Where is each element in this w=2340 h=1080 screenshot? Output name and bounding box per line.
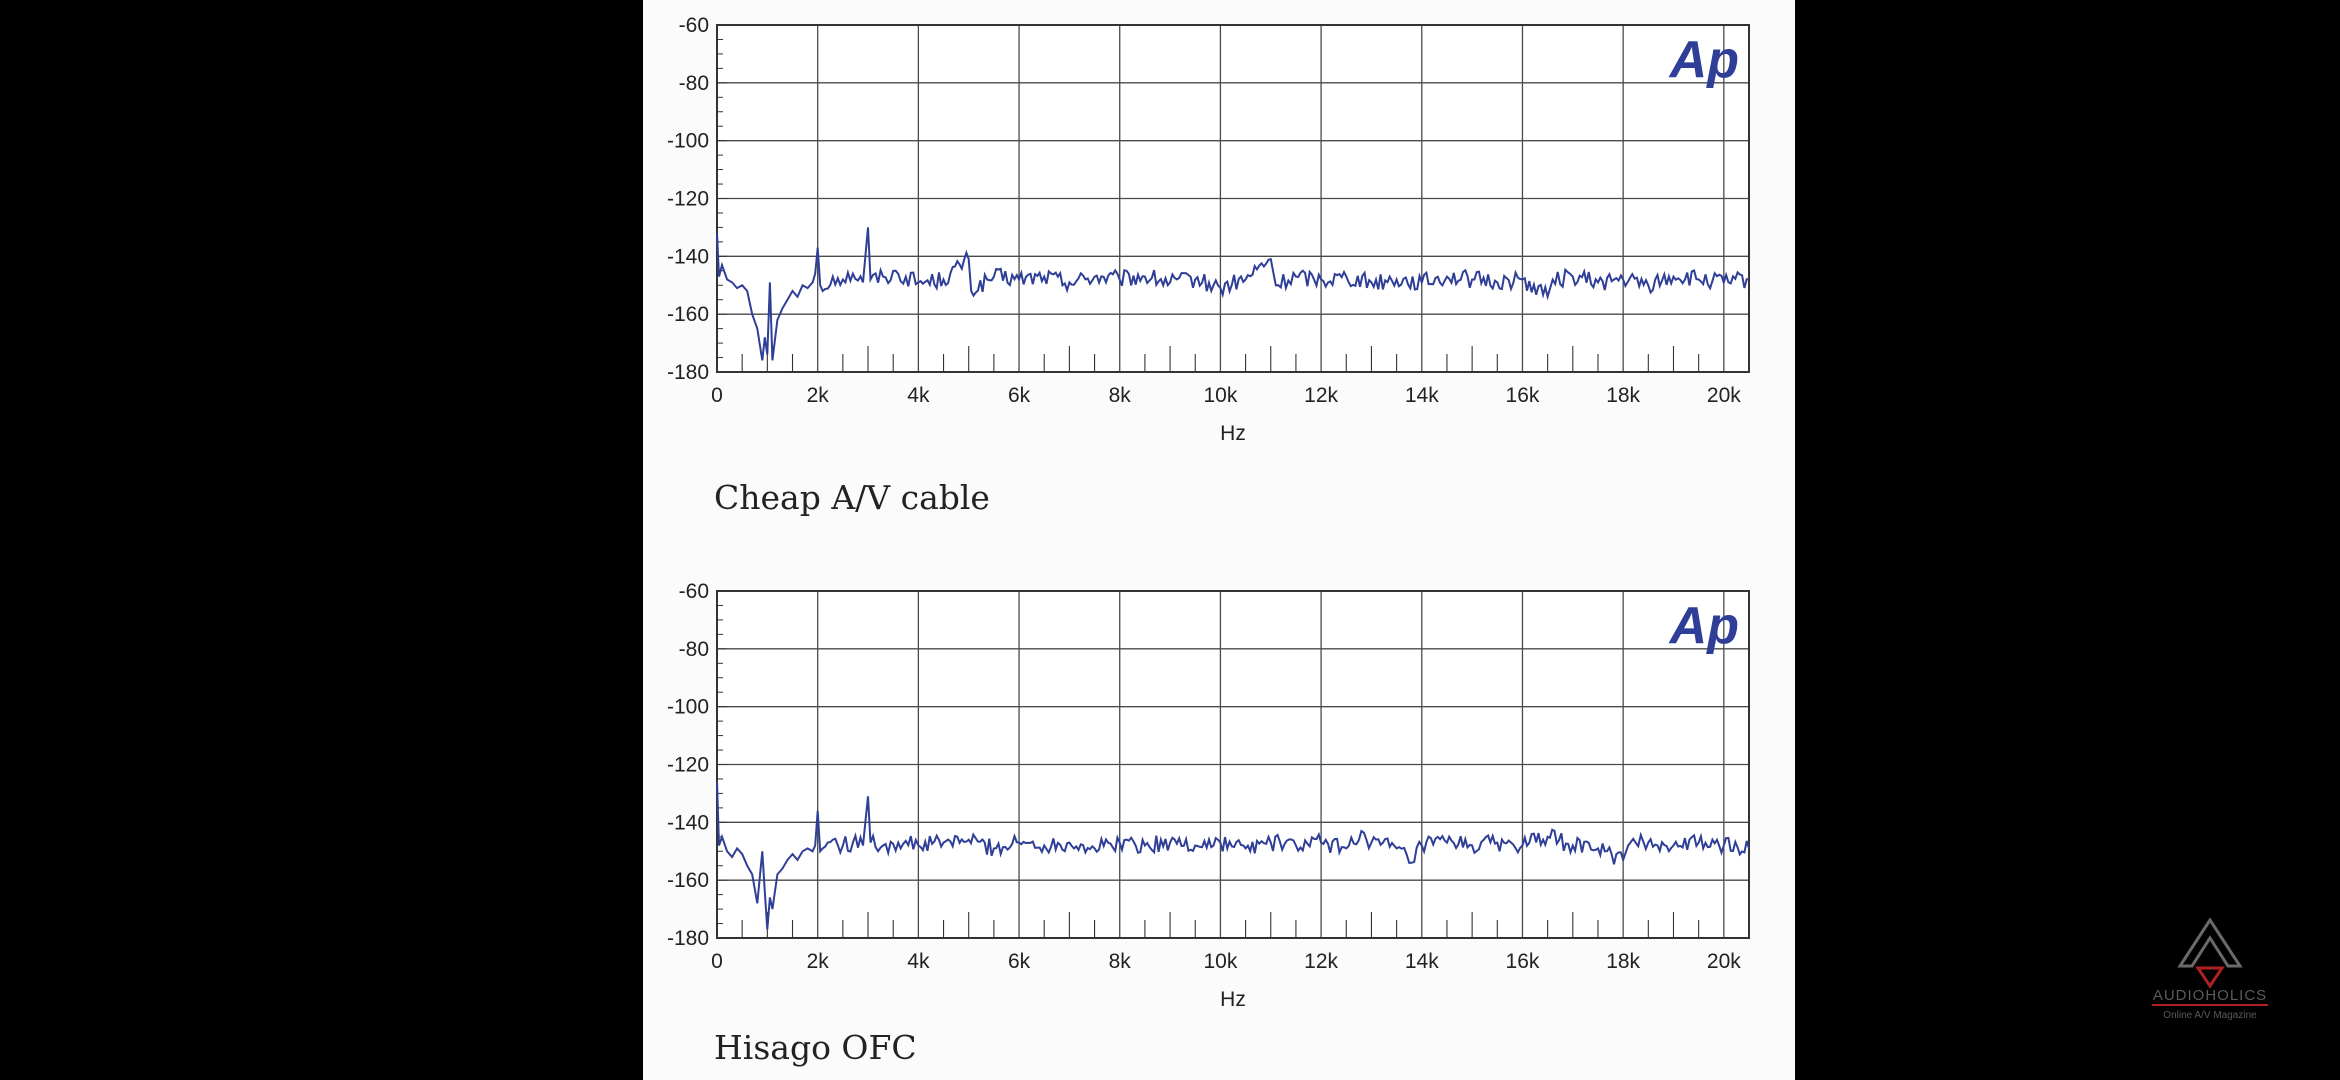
x-tick-label: 18k — [1606, 384, 1640, 407]
y-tick-label: -180 — [667, 927, 709, 950]
x-tick-label: 16k — [1506, 384, 1540, 407]
plot-frame — [716, 24, 1750, 373]
y-tick-label: -160 — [667, 303, 709, 326]
x-tick-label: 14k — [1405, 950, 1439, 973]
y-tick-label: -180 — [667, 361, 709, 384]
x-tick-label: 16k — [1506, 950, 1540, 973]
x-tick-label: 4k — [907, 384, 930, 407]
caption-cheap-av-cable: Cheap A/V cable — [714, 478, 990, 517]
x-tick-label: 10k — [1203, 950, 1237, 973]
x-tick-label: 0 — [711, 384, 723, 407]
x-tick-label: 0 — [711, 950, 723, 973]
x-axis-label: Hz — [1220, 988, 1246, 1011]
ap-logo: Ap — [1668, 597, 1739, 655]
document-panel: -60 -80 -100 -120 -140 -160 -180 0 2k 4k 6k 8k 10k 12… — [643, 0, 1795, 1080]
x-tick-label: 14k — [1405, 384, 1439, 407]
audioholics-brand: AUDIOHOLICS — [2153, 987, 2267, 1004]
x-tick-label: 6k — [1008, 384, 1031, 407]
plot-frame — [716, 590, 1750, 939]
y-tick-label: -120 — [667, 754, 709, 777]
x-tick-label: 8k — [1109, 384, 1132, 407]
x-tick-label: 6k — [1008, 950, 1031, 973]
y-tick-label: -140 — [667, 811, 709, 834]
audioholics-logo: AUDIOHOLICS Online A/V Magazine — [2152, 917, 2268, 1021]
x-axis-label: Hz — [1220, 422, 1246, 445]
series-line — [716, 781, 1750, 930]
y-tick-label: -80 — [679, 72, 709, 95]
x-tick-label: 20k — [1707, 950, 1741, 973]
y-tick-label: -60 — [679, 14, 709, 37]
y-tick-label: -160 — [667, 869, 709, 892]
x-tick-label: 12k — [1304, 384, 1338, 407]
y-tick-label: -100 — [667, 696, 709, 719]
ap-logo: Ap — [1668, 31, 1739, 89]
x-tick-label: 18k — [1606, 950, 1640, 973]
x-tick-label: 4k — [907, 950, 930, 973]
audioholics-tagline: Online A/V Magazine — [2163, 1010, 2257, 1021]
caption-hisago-ofc: Hisago OFC — [714, 1028, 917, 1067]
x-tick-label: 20k — [1707, 384, 1741, 407]
x-tick-label: 2k — [807, 384, 830, 407]
y-tick-label: -60 — [679, 580, 709, 603]
x-tick-label: 12k — [1304, 950, 1338, 973]
y-tick-label: -120 — [667, 188, 709, 211]
y-tick-label: -100 — [667, 130, 709, 153]
x-tick-label: 2k — [807, 950, 830, 973]
y-tick-label: -80 — [679, 638, 709, 661]
y-tick-label: -140 — [667, 245, 709, 268]
x-tick-label: 10k — [1203, 384, 1237, 407]
x-tick-label: 8k — [1109, 950, 1132, 973]
series-line — [716, 227, 1750, 361]
